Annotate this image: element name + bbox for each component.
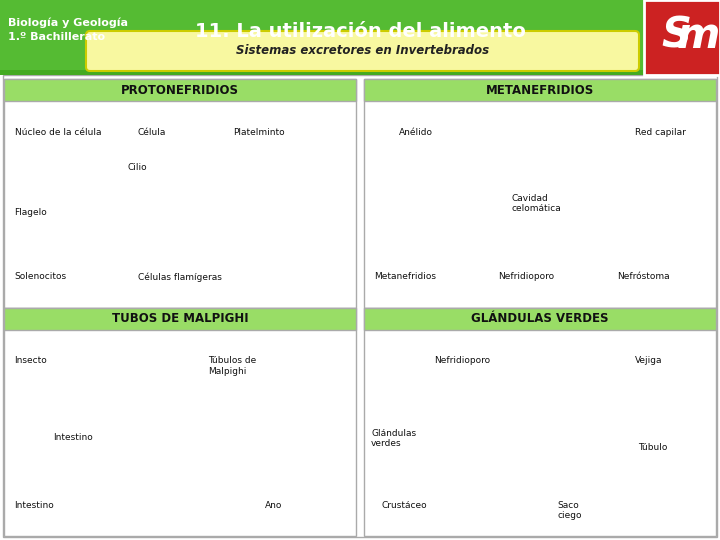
Text: Red capilar: Red capilar — [635, 128, 686, 137]
Text: Intestino: Intestino — [53, 433, 93, 442]
Text: Nefridioporo: Nefridioporo — [498, 272, 554, 281]
Bar — [0, 70, 720, 75]
Text: 11. La utilización del alimento: 11. La utilización del alimento — [194, 22, 526, 41]
Text: Flagelo: Flagelo — [14, 208, 48, 218]
Bar — [4, 307, 356, 329]
Text: Nefróstoma: Nefróstoma — [618, 272, 670, 281]
Bar — [364, 79, 716, 307]
Bar — [364, 307, 716, 329]
Text: Cilio: Cilio — [127, 163, 147, 172]
FancyBboxPatch shape — [86, 31, 639, 71]
Bar — [644, 0, 720, 75]
Text: Solenocitos: Solenocitos — [14, 272, 67, 281]
Bar — [4, 79, 356, 101]
Text: TUBOS DE MALPIGHI: TUBOS DE MALPIGHI — [112, 312, 248, 325]
Bar — [4, 307, 356, 536]
Bar — [4, 79, 356, 307]
Text: Cavidad
celomática: Cavidad celomática — [512, 194, 562, 213]
Bar — [3, 75, 717, 537]
Text: Células flamígeras: Células flamígeras — [138, 272, 222, 282]
Text: 1.º Bachillerato: 1.º Bachillerato — [8, 32, 105, 42]
Text: Anélido: Anélido — [399, 128, 433, 137]
Text: Crustáceo: Crustáceo — [382, 501, 427, 510]
Text: Vejiga: Vejiga — [635, 356, 662, 366]
Text: Túbulos de
Malpighi: Túbulos de Malpighi — [208, 356, 256, 376]
Text: Metanefridios: Metanefridios — [374, 272, 436, 281]
Text: PROTONEFRIDIOS: PROTONEFRIDIOS — [121, 84, 239, 97]
Text: Glándulas
verdes: Glándulas verdes — [371, 429, 416, 448]
Bar — [364, 307, 716, 536]
Text: m: m — [677, 15, 720, 57]
Text: METANEFRIDIOS: METANEFRIDIOS — [486, 84, 594, 97]
Text: GLÁNDULAS VERDES: GLÁNDULAS VERDES — [472, 312, 608, 325]
Text: S: S — [661, 15, 691, 57]
Text: Biología y Geología: Biología y Geología — [8, 18, 128, 29]
Text: Ano: Ano — [264, 501, 282, 510]
Text: Célula: Célula — [138, 128, 166, 137]
Text: Saco
ciego: Saco ciego — [557, 501, 582, 521]
Bar — [364, 79, 716, 101]
Text: Platelminto: Platelminto — [233, 128, 284, 137]
Text: Insecto: Insecto — [14, 356, 48, 366]
Text: Núcleo de la célula: Núcleo de la célula — [14, 128, 101, 137]
Text: Sistemas excretores en Invertebrados: Sistemas excretores en Invertebrados — [236, 44, 489, 57]
Bar — [0, 0, 720, 75]
Text: Nefridioporo: Nefridioporo — [434, 356, 490, 366]
Text: Túbulo: Túbulo — [639, 443, 668, 452]
Text: Intestino: Intestino — [14, 501, 54, 510]
